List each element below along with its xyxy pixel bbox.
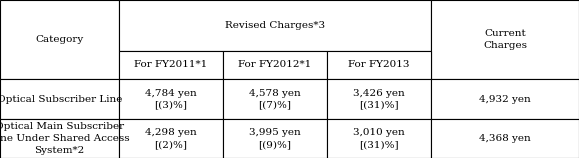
Bar xyxy=(223,79,327,119)
Bar xyxy=(119,0,431,51)
Bar xyxy=(223,51,327,79)
Text: 4,784 yen
[(3)%]: 4,784 yen [(3)%] xyxy=(145,89,197,109)
Bar xyxy=(431,79,579,119)
Text: 4,578 yen
[(7)%]: 4,578 yen [(7)%] xyxy=(249,89,301,109)
Bar xyxy=(0,0,119,79)
Bar xyxy=(431,0,579,79)
Bar xyxy=(0,79,119,119)
Bar xyxy=(119,119,223,158)
Bar xyxy=(327,79,431,119)
Text: For FY2012*1: For FY2012*1 xyxy=(239,60,312,69)
Bar xyxy=(327,51,431,79)
Bar xyxy=(431,119,579,158)
Text: Current
Charges: Current Charges xyxy=(483,29,527,50)
Text: 4,932 yen: 4,932 yen xyxy=(479,95,531,104)
Bar xyxy=(119,79,223,119)
Bar xyxy=(119,51,223,79)
Text: Optical Subscriber Line: Optical Subscriber Line xyxy=(0,95,122,104)
Text: 3,010 yen
[(31)%]: 3,010 yen [(31)%] xyxy=(353,128,405,149)
Text: Revised Charges*3: Revised Charges*3 xyxy=(225,21,325,30)
Text: 3,426 yen
[(31)%]: 3,426 yen [(31)%] xyxy=(353,89,405,109)
Bar xyxy=(223,119,327,158)
Text: Optical Main Subscriber
Line Under Shared Access
System*2: Optical Main Subscriber Line Under Share… xyxy=(0,122,129,155)
Text: Category: Category xyxy=(35,35,83,44)
Bar xyxy=(0,119,119,158)
Text: For FY2013: For FY2013 xyxy=(349,60,410,69)
Text: 4,368 yen: 4,368 yen xyxy=(479,134,531,143)
Text: 4,298 yen
[(2)%]: 4,298 yen [(2)%] xyxy=(145,128,197,149)
Bar xyxy=(327,119,431,158)
Text: For FY2011*1: For FY2011*1 xyxy=(134,60,207,69)
Text: 3,995 yen
[(9)%]: 3,995 yen [(9)%] xyxy=(249,128,301,149)
